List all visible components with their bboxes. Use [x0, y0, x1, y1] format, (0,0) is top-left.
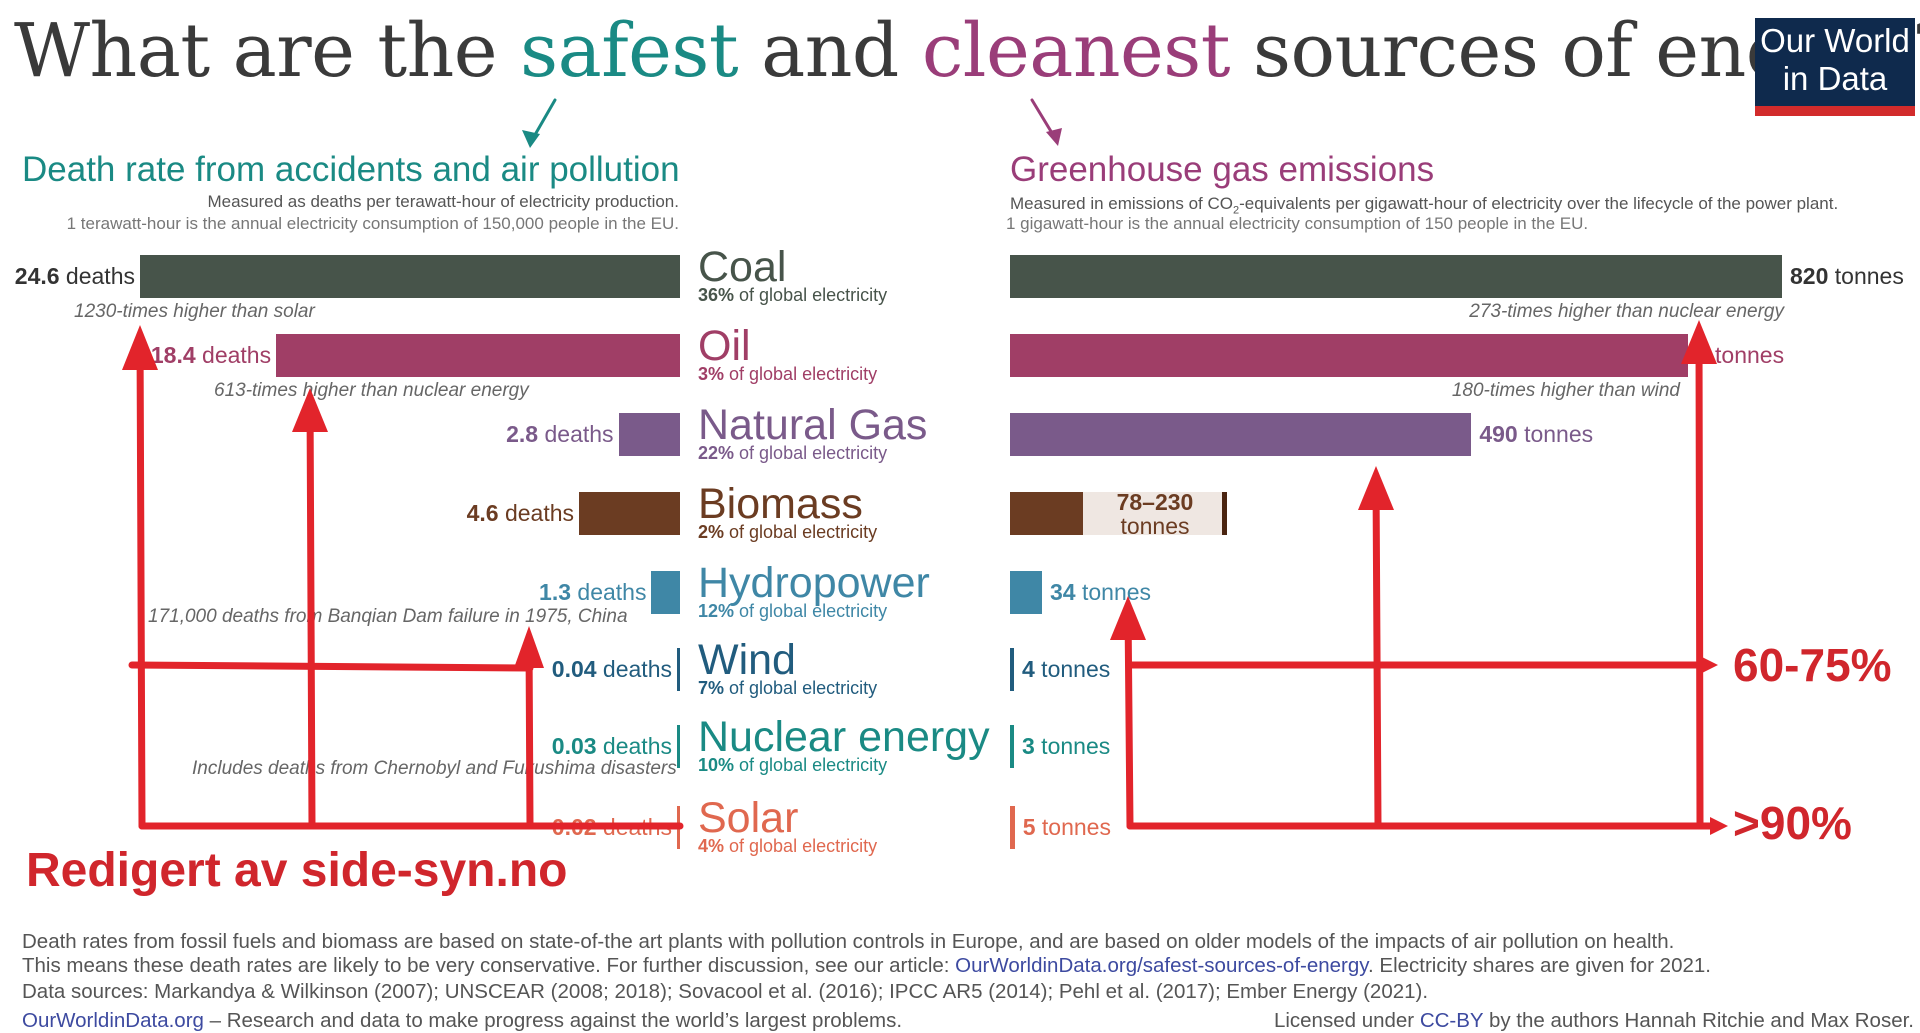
- right-panel-subtitle: Measured in emissions of CO2-equivalents…: [1010, 194, 1839, 217]
- source-share-solar: 4% of global electricity: [698, 836, 878, 856]
- death-value-oil: 18.4 deaths: [150, 342, 272, 368]
- source-name-oil: Oil: [698, 322, 751, 370]
- emission-value-wind: 4 tonnes: [1022, 656, 1111, 682]
- death-bar-solar: [677, 806, 680, 849]
- death-bar-biomass: [579, 492, 680, 535]
- site-link[interactable]: OurWorldinData.org: [22, 1009, 204, 1032]
- emission-value-solar: 5 tonnes: [1022, 814, 1111, 840]
- left-panel-title: Death rate from accidents and air pollut…: [22, 150, 680, 189]
- death-value-biomass: 4.6 deaths: [466, 500, 575, 526]
- death-bar-coal: [140, 255, 680, 298]
- emission-range-biomass: [1083, 492, 1227, 535]
- annotation-over-90: >90%: [1733, 797, 1852, 849]
- edited-by-label: Redigert av side-syn.no: [26, 844, 568, 897]
- footer-line2: This means these death rates are likely …: [22, 954, 1711, 977]
- left-panel-subtitle: Measured as deaths per terawatt-hour of …: [207, 192, 679, 211]
- right-panel-title: Greenhouse gas emissions: [1010, 150, 1435, 189]
- note-coal-left: 1230-times higher than solar: [74, 301, 315, 322]
- emission-bar-natural-gas: [1010, 413, 1472, 456]
- emission-value-hydropower: 34 tonnes: [1050, 579, 1152, 605]
- footer-line1: Death rates from fossil fuels and biomas…: [22, 930, 1675, 953]
- emission-value-nuclear-energy: 3 tonnes: [1022, 733, 1111, 759]
- note-oil-right: 180-times higher than wind: [1451, 380, 1680, 401]
- source-share-hydropower: 12% of global electricity: [698, 601, 888, 621]
- note-nuclear-left: Includes deaths from Chernobyl and Fukus…: [192, 758, 677, 779]
- death-value-hydropower: 1.3 deaths: [539, 579, 647, 605]
- source-share-oil: 3% of global electricity: [698, 364, 878, 384]
- title-safest: safest: [520, 8, 739, 94]
- death-value-coal: 24.6 deaths: [14, 263, 135, 289]
- death-value-natural-gas: 2.8 deaths: [506, 421, 614, 447]
- source-name-solar: Solar: [698, 794, 799, 842]
- footer-sources: Data sources: Markandya & Wilkinson (200…: [22, 980, 1429, 1003]
- emission-bar-hydropower: [1010, 571, 1042, 614]
- death-bar-wind: [677, 648, 680, 691]
- emission-bar-solar: [1010, 806, 1015, 849]
- source-name-coal: Coal: [698, 243, 787, 291]
- page-title: What are the safest and cleanest sources…: [14, 8, 1920, 94]
- source-share-nuclear-energy: 10% of global electricity: [698, 755, 888, 775]
- license-link[interactable]: CC-BY: [1419, 1009, 1484, 1032]
- death-bar-hydropower: [651, 571, 680, 614]
- source-share-natural-gas: 22% of global electricity: [698, 443, 888, 463]
- source-name-hydropower: Hydropower: [698, 559, 930, 607]
- annotation-60-75: 60-75%: [1733, 639, 1892, 691]
- death-bar-natural-gas: [618, 413, 680, 456]
- source-name-wind: Wind: [698, 636, 796, 684]
- emission-bar-oil: [1010, 334, 1688, 377]
- footer-site: OurWorldinData.org – Research and data t…: [22, 1009, 903, 1032]
- article-link[interactable]: OurWorldinData.org/safest-sources-of-ene…: [955, 954, 1368, 977]
- emission-value-coal: 820 tonnes: [1790, 263, 1904, 289]
- source-name-nuclear-energy: Nuclear energy: [698, 713, 990, 761]
- emission-value-oil: 0 tonnes: [1695, 342, 1785, 368]
- emission-bar-wind: [1010, 648, 1014, 691]
- left-panel-subtitle2: 1 terawatt-hour is the annual electricit…: [66, 214, 679, 233]
- source-share-biomass: 2% of global electricity: [698, 522, 878, 542]
- death-value-wind: 0.04 deaths: [551, 656, 672, 682]
- source-name-biomass: Biomass: [698, 480, 863, 528]
- note-coal-right: 273-times higher than nuclear energy: [1469, 301, 1784, 322]
- note-oil-left: 613-times higher than nuclear energy: [214, 380, 529, 401]
- note-hydro-left: 171,000 deaths from Banqian Dam failure …: [148, 606, 628, 627]
- owid-logo[interactable]: Our World in Data: [1755, 18, 1915, 116]
- emission-bar-biomass: [1010, 492, 1084, 535]
- emission-bar-nuclear-energy: [1010, 725, 1014, 768]
- death-value-nuclear-energy: 0.03 deaths: [551, 733, 672, 759]
- death-bar-nuclear-energy: [677, 725, 680, 768]
- source-share-wind: 7% of global electricity: [698, 678, 878, 698]
- emission-value-natural-gas: 490 tonnes: [1479, 421, 1594, 447]
- source-name-natural-gas: Natural Gas: [698, 401, 928, 449]
- title-cleanest: cleanest: [921, 8, 1231, 94]
- emission-bar-coal: [1010, 255, 1782, 298]
- footer-license: Licensed under CC-BY by the authors Hann…: [1273, 1009, 1914, 1032]
- death-bar-oil: [276, 334, 680, 377]
- emission-value-biomass: 78–230 tonnes: [1116, 489, 1194, 539]
- source-share-coal: 36% of global electricity: [698, 285, 888, 305]
- right-panel-subtitle2: 1 gigawatt-hour is the annual electricit…: [1006, 214, 1589, 233]
- death-value-solar: 0.02 deaths: [551, 814, 672, 840]
